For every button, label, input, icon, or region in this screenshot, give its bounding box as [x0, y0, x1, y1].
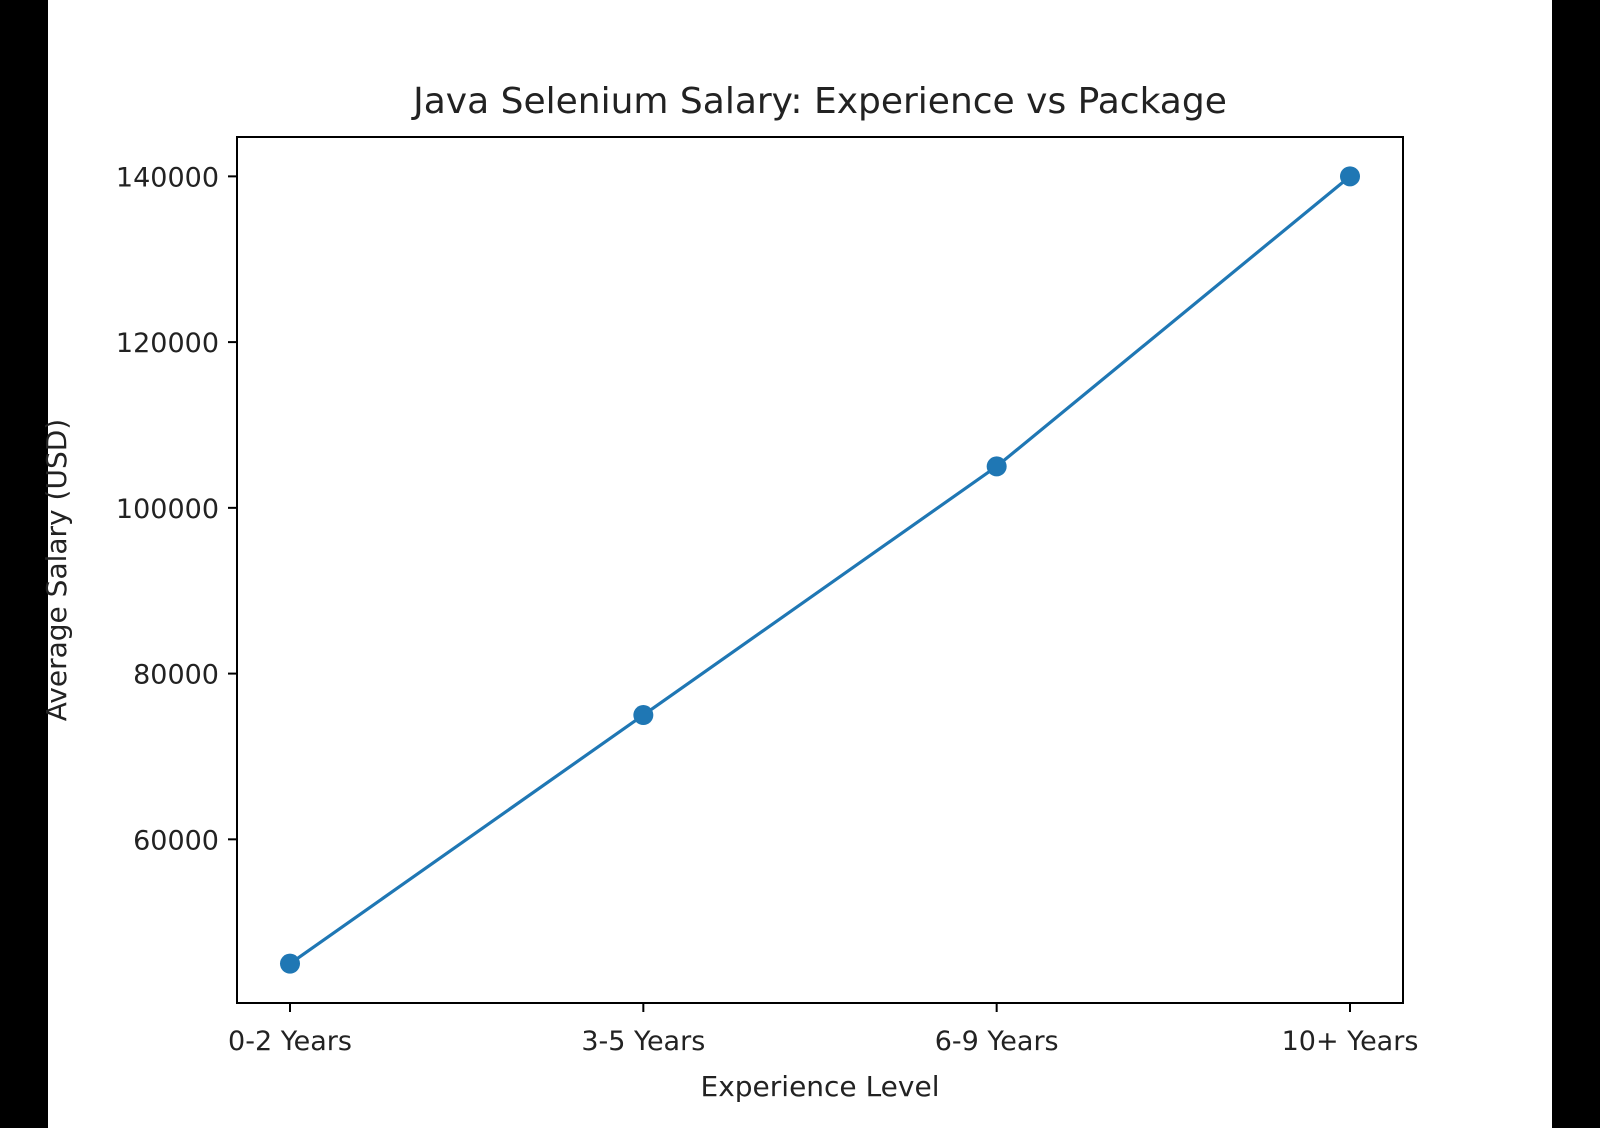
- y-tick-label: 60000: [133, 825, 219, 856]
- x-tick-label: 3-5 Years: [581, 1026, 705, 1057]
- y-tick-label: 100000: [116, 494, 219, 525]
- x-tick-label: 6-9 Years: [935, 1026, 1059, 1057]
- y-tick-label: 80000: [133, 660, 219, 691]
- x-axis-label: Experience Level: [701, 1070, 940, 1103]
- data-point: [280, 953, 300, 974]
- x-tick-label: 10+ Years: [1282, 1026, 1419, 1057]
- data-point: [986, 456, 1007, 477]
- y-tick-label: 140000: [116, 162, 219, 193]
- x-tick-label: 0-2 Years: [228, 1026, 352, 1057]
- chart-title: Java Selenium Salary: Experience vs Pack…: [411, 81, 1227, 122]
- series-line: [289, 175, 1352, 965]
- y-tick-label: 120000: [116, 328, 219, 359]
- figure: [48, 0, 1552, 1128]
- plot-area: [236, 136, 1404, 1004]
- data-point: [1340, 166, 1360, 187]
- data-point: [633, 705, 654, 726]
- y-axis-label: Average Salary (USD): [40, 419, 73, 721]
